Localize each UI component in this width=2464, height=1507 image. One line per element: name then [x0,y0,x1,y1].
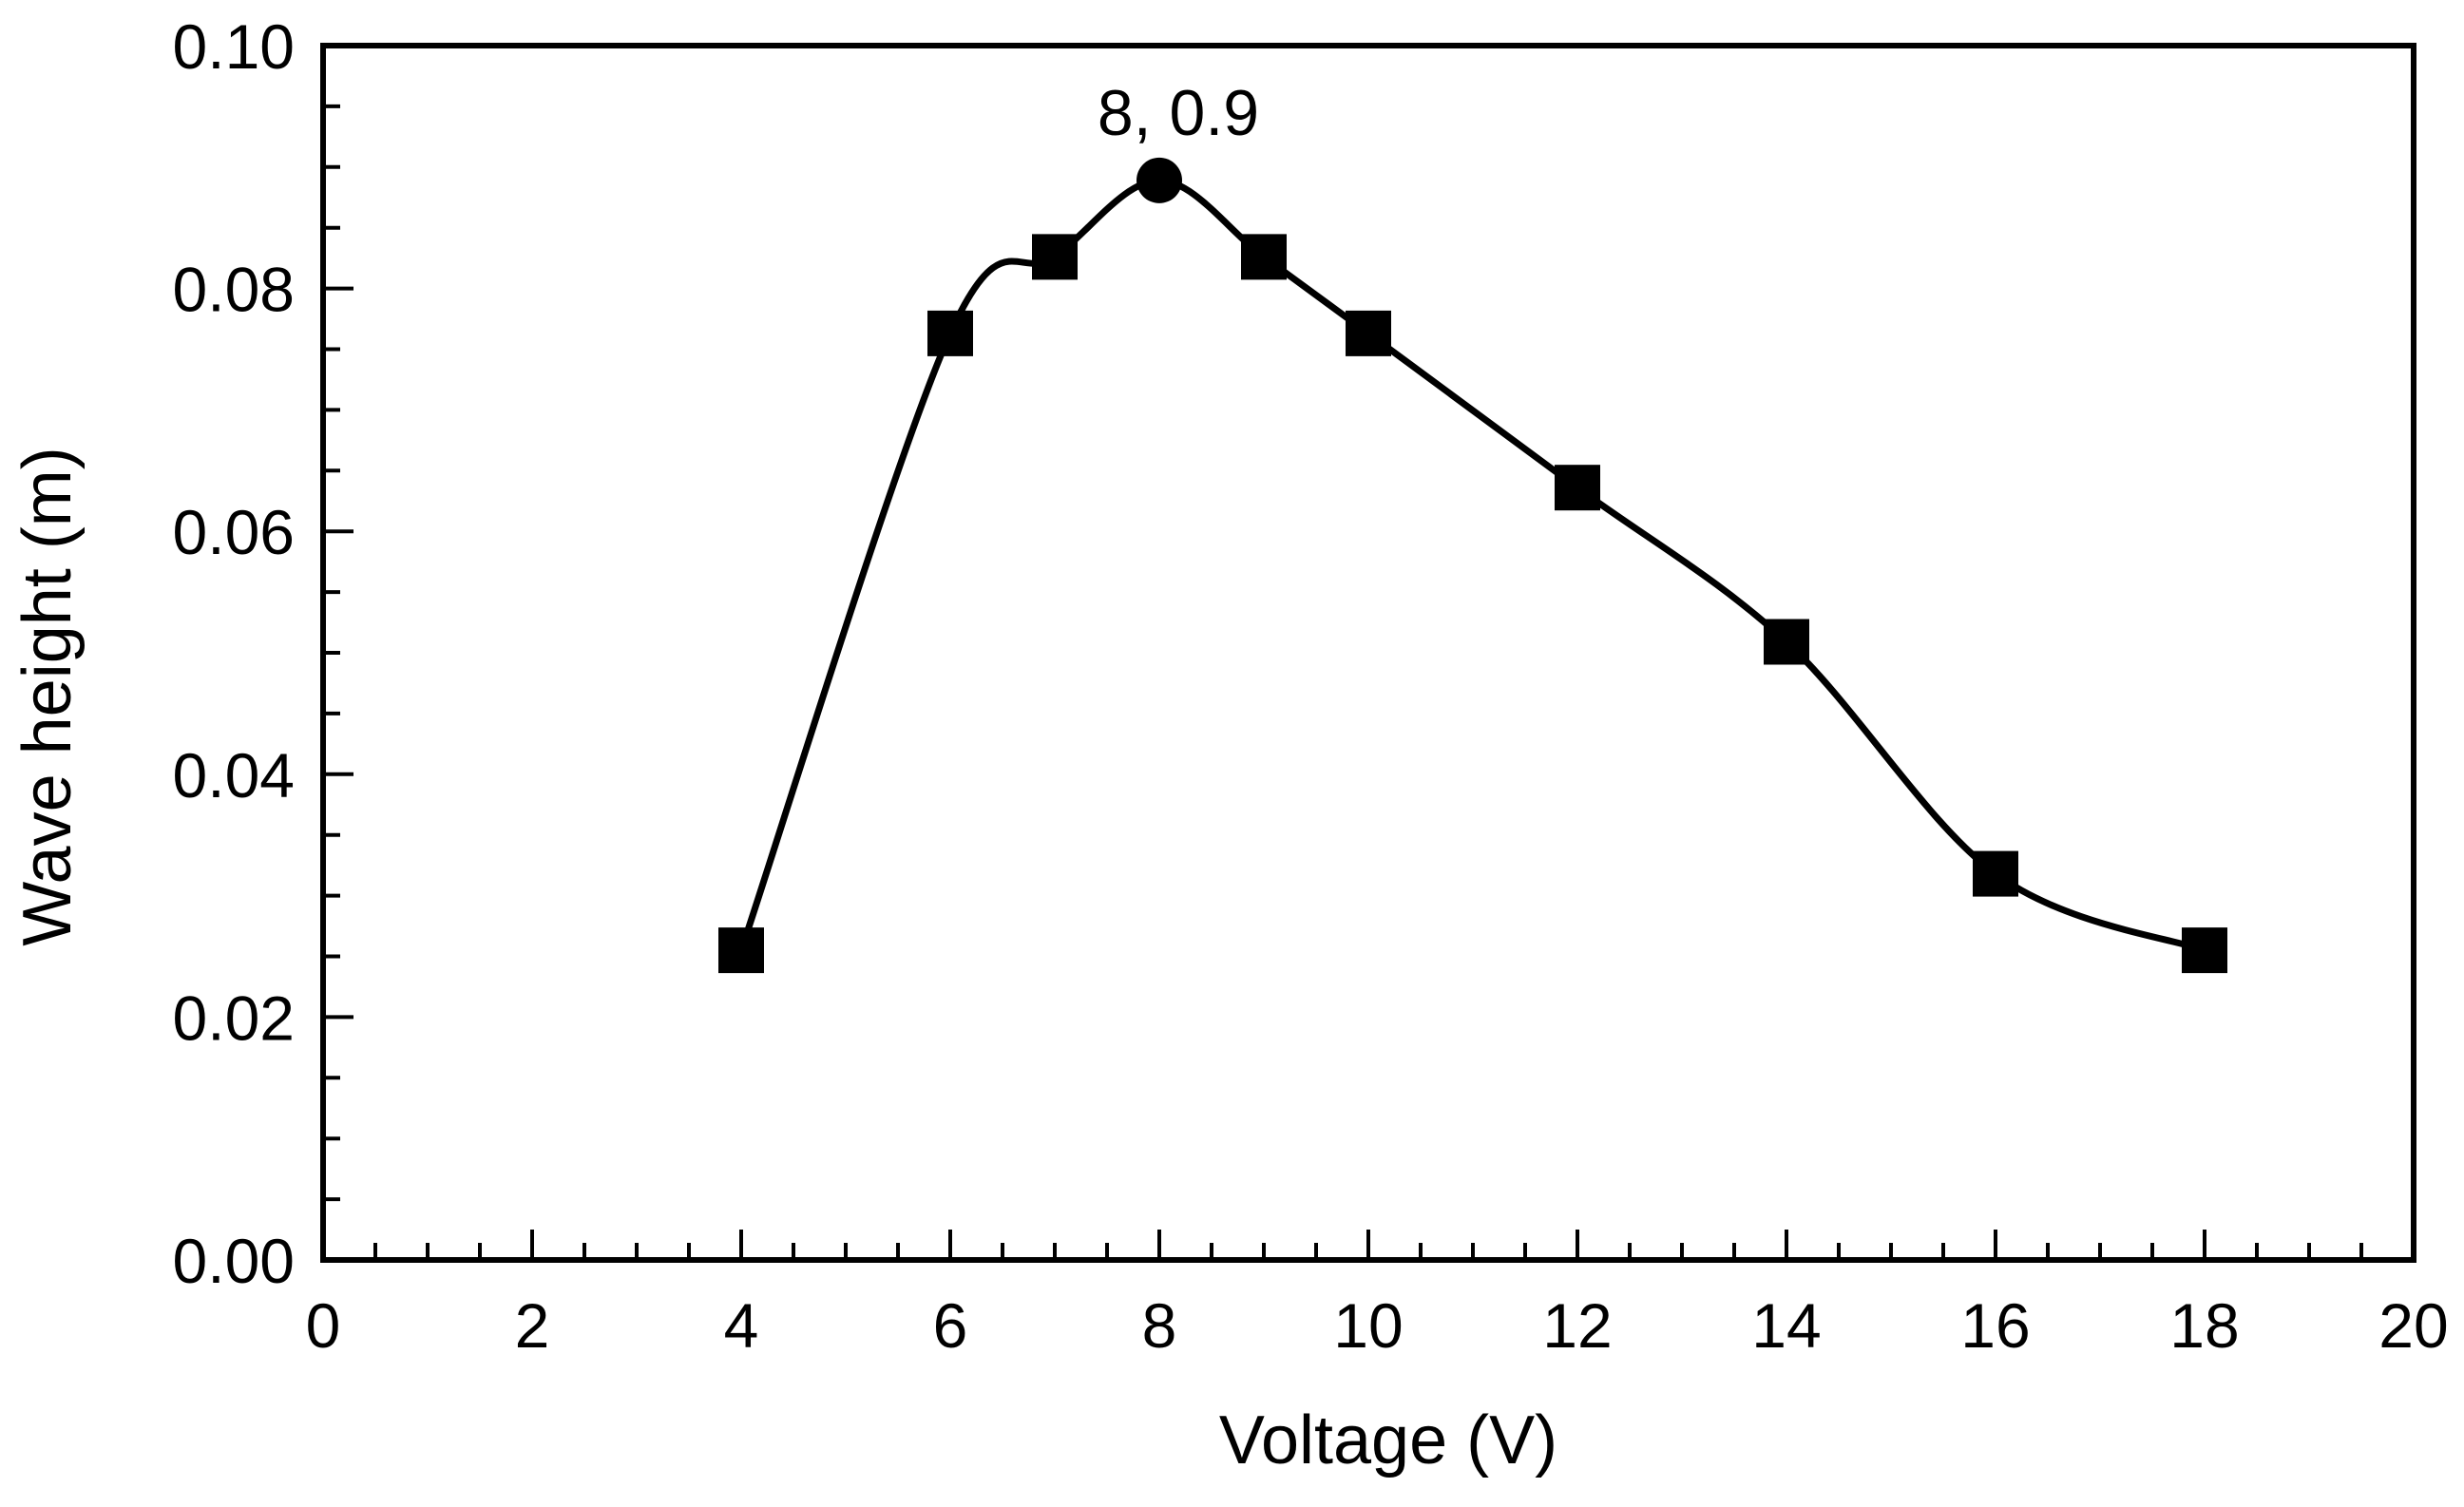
data-point-square [1346,310,1391,356]
x-tick-label: 10 [1333,1290,1403,1361]
x-tick-label: 14 [1751,1290,1821,1361]
series-line [737,177,2206,954]
y-tick-label: 0.00 [173,1226,295,1296]
data-point-square [1032,234,1078,280]
data-label: 8, 0.9 [1098,77,1259,149]
data-point-circle [1136,157,1182,203]
data-point-square [1555,465,1600,511]
x-tick-label: 8 [1142,1290,1177,1361]
data-point-square [1764,619,1809,665]
x-tick-label: 0 [306,1290,341,1361]
y-tick-label: 0.10 [173,11,295,82]
y-tick-label: 0.02 [173,982,295,1053]
x-tick-label: 4 [724,1290,759,1361]
plot-border [320,43,2416,1263]
x-tick-label: 20 [2378,1290,2448,1361]
y-tick-label: 0.08 [173,255,295,325]
data-point-square [1973,850,2018,897]
data-point-square [718,927,764,974]
plot-frame [320,43,2416,1263]
y-axis: 0.00 0.02 0.04 0.06 0.08 0.10 [173,11,353,1296]
data-point-square [1241,234,1287,280]
annotations: 8, 0.9 [1098,77,1259,149]
x-tick-label: 18 [2169,1290,2239,1361]
x-tick-label: 16 [1960,1290,2030,1361]
x-tick-label: 2 [515,1290,550,1361]
x-tick-label: 6 [933,1290,968,1361]
x-axis: 0 2 4 6 8 10 12 14 16 18 20 [306,1230,2449,1361]
y-tick-label: 0.06 [173,497,295,567]
y-axis-label: Wave height (m) [10,447,86,945]
x-tick-label: 12 [1542,1290,1612,1361]
data-point-square [927,310,973,356]
x-axis-label: Voltage (V) [1219,1402,1557,1478]
y-tick-label: 0.04 [173,740,295,811]
data-point-square [2182,927,2227,974]
series-layer [718,157,2227,974]
